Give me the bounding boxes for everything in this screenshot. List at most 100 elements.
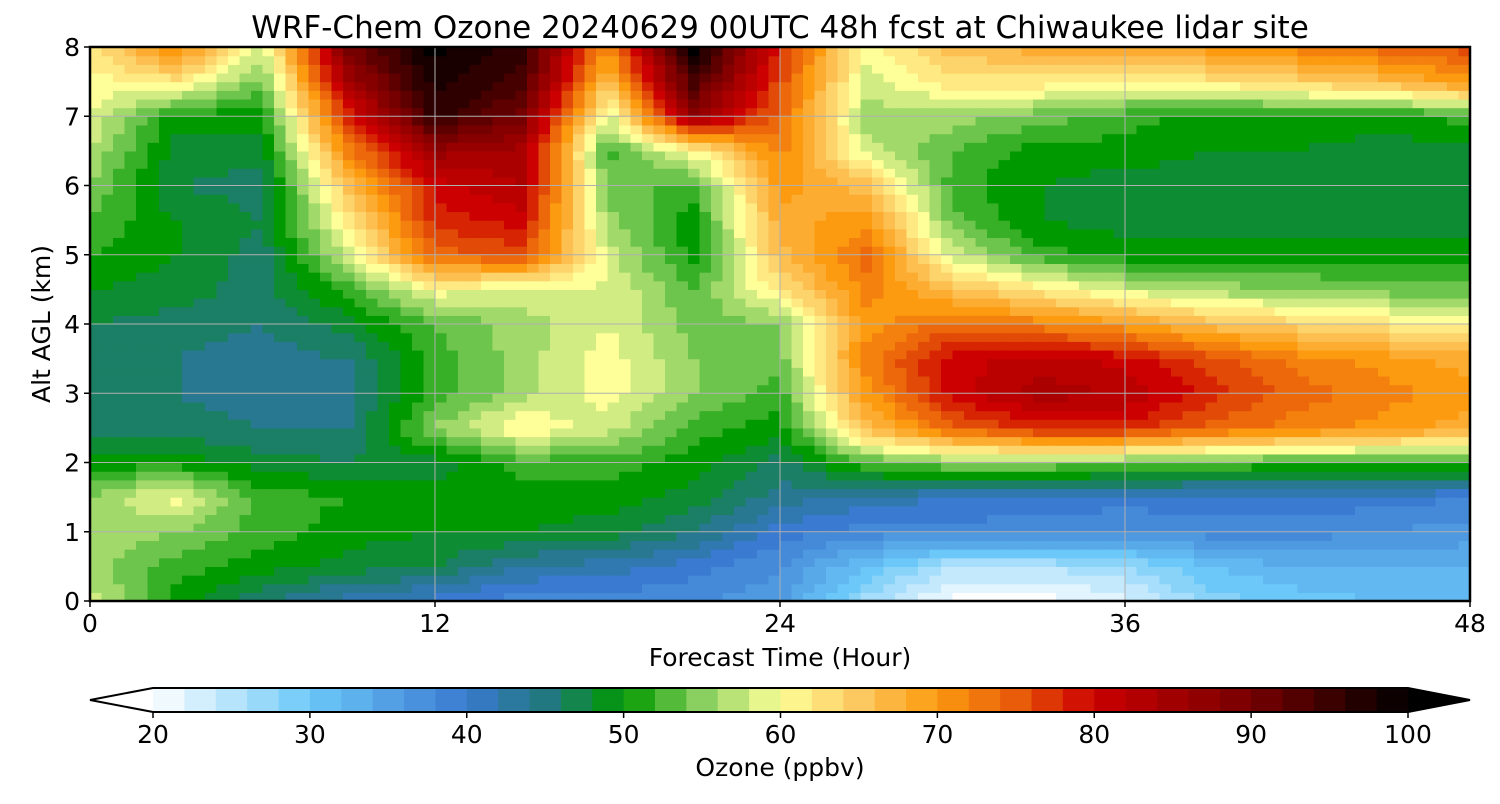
heatmap-cell <box>400 488 413 498</box>
heatmap-cell <box>791 479 804 490</box>
heatmap-cell <box>872 315 885 325</box>
heatmap-cell <box>469 557 482 567</box>
heatmap-cell <box>734 324 747 334</box>
heatmap-cell <box>1389 410 1402 420</box>
heatmap-cell <box>377 410 390 420</box>
heatmap-cell <box>665 471 678 481</box>
heatmap-cell <box>849 401 862 412</box>
heatmap-cell <box>734 479 747 490</box>
heatmap-cell <box>170 324 183 334</box>
heatmap-cell <box>550 514 563 524</box>
heatmap-cell <box>182 523 195 533</box>
heatmap-cell <box>929 237 942 247</box>
heatmap-cell <box>1194 549 1207 559</box>
heatmap-cell <box>1205 549 1218 559</box>
heatmap-cell <box>1447 375 1460 386</box>
heatmap-cell <box>492 514 505 524</box>
heatmap-cell <box>722 410 735 420</box>
heatmap-cell <box>561 263 574 273</box>
heatmap-cell <box>239 531 252 542</box>
heatmap-cell <box>941 592 954 601</box>
heatmap-cell <box>205 367 218 377</box>
heatmap-cell <box>1435 393 1448 403</box>
heatmap-cell <box>458 462 471 472</box>
heatmap-cell <box>1010 306 1023 316</box>
heatmap-cell <box>665 462 678 472</box>
heatmap-cell <box>101 445 114 455</box>
heatmap-cell <box>837 488 850 498</box>
heatmap-cell <box>285 246 298 256</box>
heatmap-cell <box>1412 488 1425 498</box>
heatmap-cell <box>527 462 540 472</box>
heatmap-cell <box>1447 575 1460 585</box>
heatmap-cell <box>929 462 942 472</box>
heatmap-cell <box>458 280 471 290</box>
heatmap-cell <box>734 436 747 446</box>
heatmap-cell <box>964 289 977 299</box>
heatmap-cell <box>987 306 1000 316</box>
heatmap-cell <box>1286 401 1299 412</box>
heatmap-cell <box>228 324 241 334</box>
heatmap-cell <box>803 393 816 403</box>
heatmap-cell <box>1343 523 1356 533</box>
heatmap-cell <box>1274 358 1287 368</box>
heatmap-cell <box>1389 514 1402 524</box>
heatmap-cell <box>1263 592 1276 601</box>
heatmap-cell <box>1343 315 1356 325</box>
heatmap-cell <box>1010 401 1023 412</box>
heatmap-cell <box>239 280 252 290</box>
heatmap-cell <box>987 263 1000 273</box>
heatmap-cell <box>366 306 379 316</box>
heatmap-cell <box>1378 375 1391 386</box>
heatmap-cell <box>619 263 632 273</box>
heatmap-cell <box>1148 479 1161 490</box>
heatmap-cell <box>918 393 931 403</box>
heatmap-cell <box>561 393 574 403</box>
heatmap-cell <box>1309 471 1322 481</box>
heatmap-cell <box>780 583 793 593</box>
heatmap-cell <box>205 246 218 256</box>
heatmap-cell <box>1194 289 1207 299</box>
heatmap-cell <box>400 575 413 585</box>
heatmap-cell <box>711 462 724 472</box>
heatmap-cell <box>1355 410 1368 420</box>
heatmap-cell <box>757 375 770 386</box>
heatmap-cell <box>1205 306 1218 316</box>
heatmap-cell <box>1378 393 1391 403</box>
heatmap-cell <box>550 306 563 316</box>
heatmap-cell <box>1217 419 1230 429</box>
heatmap-cell <box>929 592 942 601</box>
heatmap-cell <box>734 566 747 576</box>
heatmap-cell <box>297 298 310 308</box>
heatmap-cell <box>1274 583 1287 593</box>
heatmap-cell <box>308 272 321 282</box>
heatmap-cell <box>952 471 965 481</box>
heatmap-cell <box>113 367 126 377</box>
heatmap-cell <box>124 237 137 247</box>
heatmap-cell <box>331 531 344 542</box>
heatmap-cell <box>124 445 137 455</box>
heatmap-cell <box>1297 410 1310 420</box>
heatmap-cell <box>1435 384 1448 394</box>
heatmap-cell <box>1424 575 1437 585</box>
heatmap-cell <box>1021 349 1034 360</box>
heatmap-cell <box>435 592 448 601</box>
heatmap-cell <box>1412 514 1425 524</box>
heatmap-cell <box>918 254 931 265</box>
heatmap-cell <box>527 497 540 507</box>
heatmap-cell <box>1136 280 1149 290</box>
heatmap-cell <box>630 332 643 342</box>
heatmap-cell <box>1228 583 1241 593</box>
heatmap-cell <box>1366 306 1379 316</box>
heatmap-cell <box>1274 453 1287 464</box>
heatmap-cell <box>205 280 218 290</box>
heatmap-cell <box>1355 592 1368 601</box>
heatmap-cell <box>113 592 126 601</box>
heatmap-cell <box>435 375 448 386</box>
heatmap-cell <box>1079 419 1092 429</box>
heatmap-cell <box>1286 419 1299 429</box>
heatmap-cell <box>814 436 827 446</box>
heatmap-cell <box>814 349 827 360</box>
heatmap-cell <box>780 280 793 290</box>
heatmap-cell <box>182 254 195 265</box>
